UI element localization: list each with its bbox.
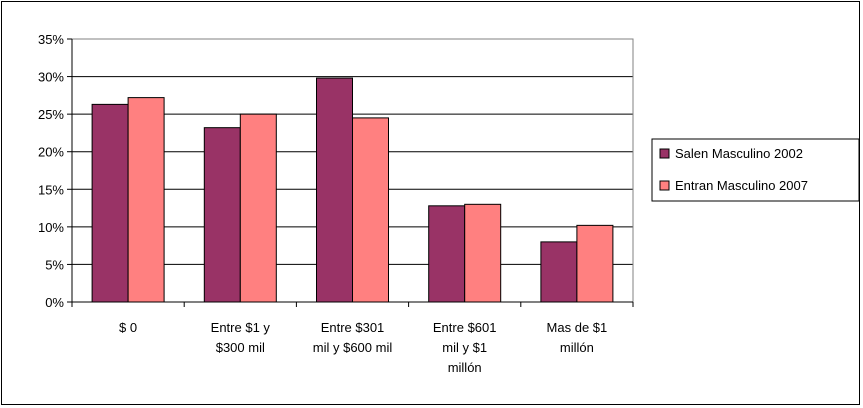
bar-series-1 <box>91 103 129 303</box>
legend-label-series-2: Entran Masculino 2007 <box>675 178 808 193</box>
bars <box>91 77 614 303</box>
y-tick-label: 15% <box>38 182 64 197</box>
legend-box <box>651 138 860 202</box>
legend: Salen Masculino 2002 Entran Masculino 20… <box>651 138 860 202</box>
bar-series-1 <box>540 241 578 303</box>
x-tick-label: $ 0 <box>119 320 137 335</box>
legend-swatch-series-2 <box>659 180 670 191</box>
legend-swatch-series-1 <box>659 148 670 159</box>
y-tick-label: 20% <box>38 145 64 160</box>
x-axis: $ 0 Entre $1 y $300 mil Entre $301 mil y $60… <box>71 301 634 375</box>
x-tick-label: Entre $301 mil y $600 mil <box>313 320 393 355</box>
bar-series-1 <box>203 127 241 303</box>
x-tick-label: Entre $601 mil y $1 millón <box>433 320 497 375</box>
bar-series-2 <box>127 97 165 303</box>
y-axis: 0% 5% 10% 15% 20% 25% 30% 35% <box>38 32 73 310</box>
y-tick-label: 30% <box>38 70 64 85</box>
y-tick-label: 0% <box>45 295 64 310</box>
bar-series-2 <box>352 117 389 303</box>
y-tick-label: 25% <box>38 107 64 122</box>
bar-series-1 <box>316 77 353 303</box>
bar-series-2 <box>576 224 614 303</box>
bar-series-1 <box>428 205 466 303</box>
x-tick-label: Entre $1 y $300 mil <box>211 320 271 355</box>
legend-label-series-1: Salen Masculino 2002 <box>675 146 803 161</box>
y-tick-label: 10% <box>38 220 64 235</box>
x-tick-label: Mas de $1 millón <box>547 320 608 355</box>
bar-series-2 <box>464 203 502 303</box>
bar-series-2 <box>239 113 277 303</box>
y-tick-label: 5% <box>45 257 64 272</box>
y-tick-label: 35% <box>38 32 64 47</box>
